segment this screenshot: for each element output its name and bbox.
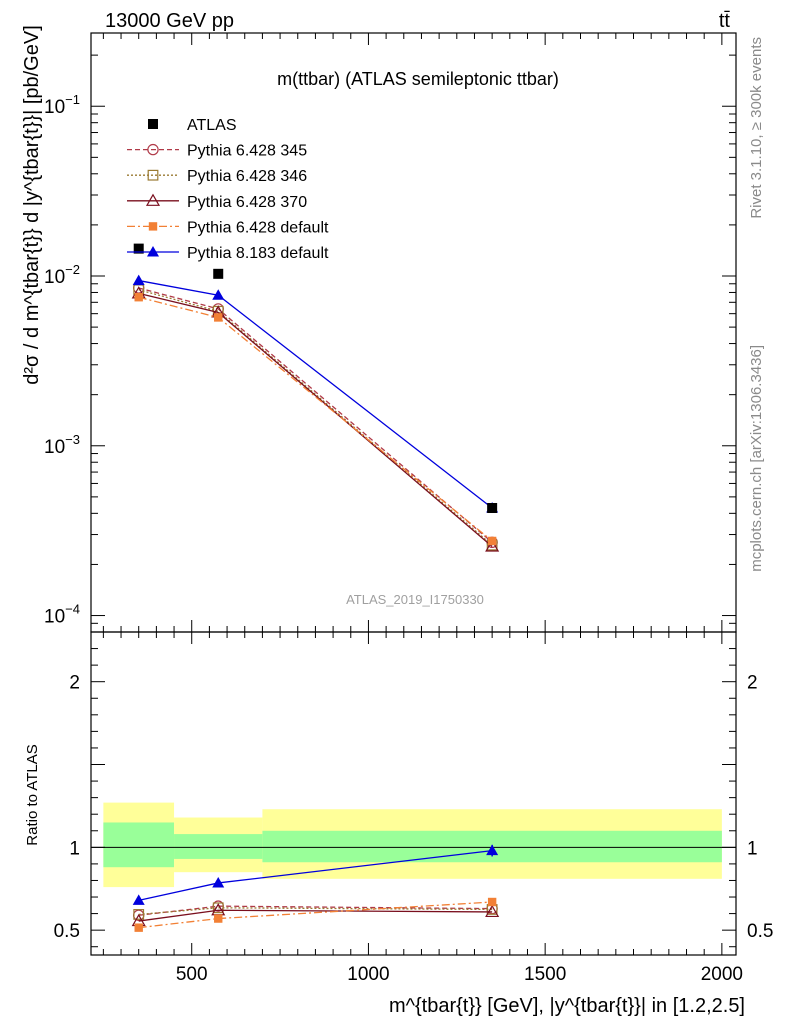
legend-marker-3: [145, 193, 161, 206]
main-point-series-4-1: [212, 289, 225, 300]
main-line-series-1: [138, 289, 493, 546]
ratio-y-tick-label-right-2: 2: [747, 673, 758, 694]
ratio-line-series-3: [138, 901, 493, 929]
ratio-point-series-3-0: [134, 923, 143, 932]
plot-title: m(ttbar) (ATLAS semileptonic ttbar): [277, 69, 559, 89]
ratio-y-tick-label-right-0.5: 0.5: [747, 921, 773, 942]
header-right: tt̄: [719, 10, 731, 32]
ratio-y-tick-label-left-2: 2: [69, 673, 80, 694]
main-y-tick-label-2: 10−3: [44, 432, 80, 458]
legend-label-4: Pythia 6.428 default: [187, 219, 329, 236]
legend-marker-1: [147, 143, 159, 156]
ratio-point-series-2-2: [485, 904, 500, 918]
main-ylabel: d²σ / d m^{tbar{t}} d |y^{tbar{t}}| [pb/…: [21, 25, 43, 385]
ratio-point-series-3-1: [214, 914, 223, 923]
mcplots-label: mcplots.cern.ch [arXiv:1306.3436]: [748, 345, 765, 572]
data-point-1: [213, 268, 224, 279]
ratio-point-series-1-0: [133, 909, 145, 920]
main-y-tick-label-3: 10−4: [44, 602, 80, 628]
main-line-series-0: [138, 287, 493, 543]
main-y-tick-label-1: 10−2: [44, 262, 80, 288]
main-point-series-2-2: [485, 539, 500, 552]
ratio-y-tick-label-left-1: 1: [69, 838, 80, 859]
ratio-point-series-3-2: [487, 897, 497, 907]
legend-label-1: Pythia 6.428 345: [187, 143, 307, 160]
ratio-line-series-2: [138, 909, 493, 922]
legend-marker-0: [148, 119, 158, 129]
xlabel: m^{tbar{t}} [GeV], |y^{tbar{t}}| in [1.2…: [389, 995, 745, 1017]
main-line-series-2: [138, 292, 493, 548]
main-panel-curves: [131, 243, 500, 552]
x-tick-label-1500: 1500: [524, 964, 566, 985]
legend-marker-2: [147, 169, 159, 181]
main-line-series-3: [138, 296, 493, 542]
analysis-tag: ATLAS_2019_I1750330: [346, 592, 484, 607]
legend-marker-4: [148, 222, 158, 231]
ratio-y-tick-label-left-0.5: 0.5: [54, 921, 80, 942]
x-tick-label-1000: 1000: [347, 964, 389, 985]
ratio-line-series-0: [138, 905, 493, 916]
legend: ATLAS Pythia 6.428 345 Pythia 6.428 346 Pyt…: [127, 117, 329, 262]
ratio-point-series-1-1: [212, 902, 224, 914]
legend-label-3: Pythia 6.428 370: [187, 194, 307, 211]
legend-label-5: Pythia 8.183 default: [187, 245, 329, 262]
main-point-series-3-1: [214, 313, 223, 322]
legend-label-0: ATLAS: [187, 117, 237, 134]
legend-marker-5: [147, 246, 159, 257]
ratio-y-tick-label-right-1: 1: [747, 838, 758, 859]
axes: 500 1000 1500 2000 10−1 10−2 10−3 10−4 0.5 0.5 1 1 2…: [44, 33, 773, 985]
ratio-frame: [90, 631, 737, 956]
rivet-label: Rivet 3.1.10, ≥ 300k events: [748, 37, 765, 219]
main-point-series-3-2: [487, 536, 497, 546]
band-inner-1: [174, 834, 263, 859]
data-point-0: [133, 243, 144, 254]
header-left: 13000 GeV pp: [105, 10, 234, 32]
ratio-panel-curves: [131, 844, 500, 932]
x-tick-label-2000: 2000: [701, 964, 743, 985]
band-inner-0: [103, 822, 175, 868]
main-y-tick-label-0: 10−1: [44, 92, 80, 118]
x-tick-label-500: 500: [176, 964, 208, 985]
main-point-series-4-0: [132, 274, 145, 286]
main-point-series-3-0: [134, 293, 143, 302]
legend-label-2: Pythia 6.428 346: [187, 168, 307, 185]
ratio-ylabel: Ratio to ATLAS: [24, 744, 41, 845]
main-line-series-4: [138, 279, 493, 509]
ratio-uncertainty-bands: [91, 802, 736, 888]
data-point-2: [487, 503, 498, 514]
